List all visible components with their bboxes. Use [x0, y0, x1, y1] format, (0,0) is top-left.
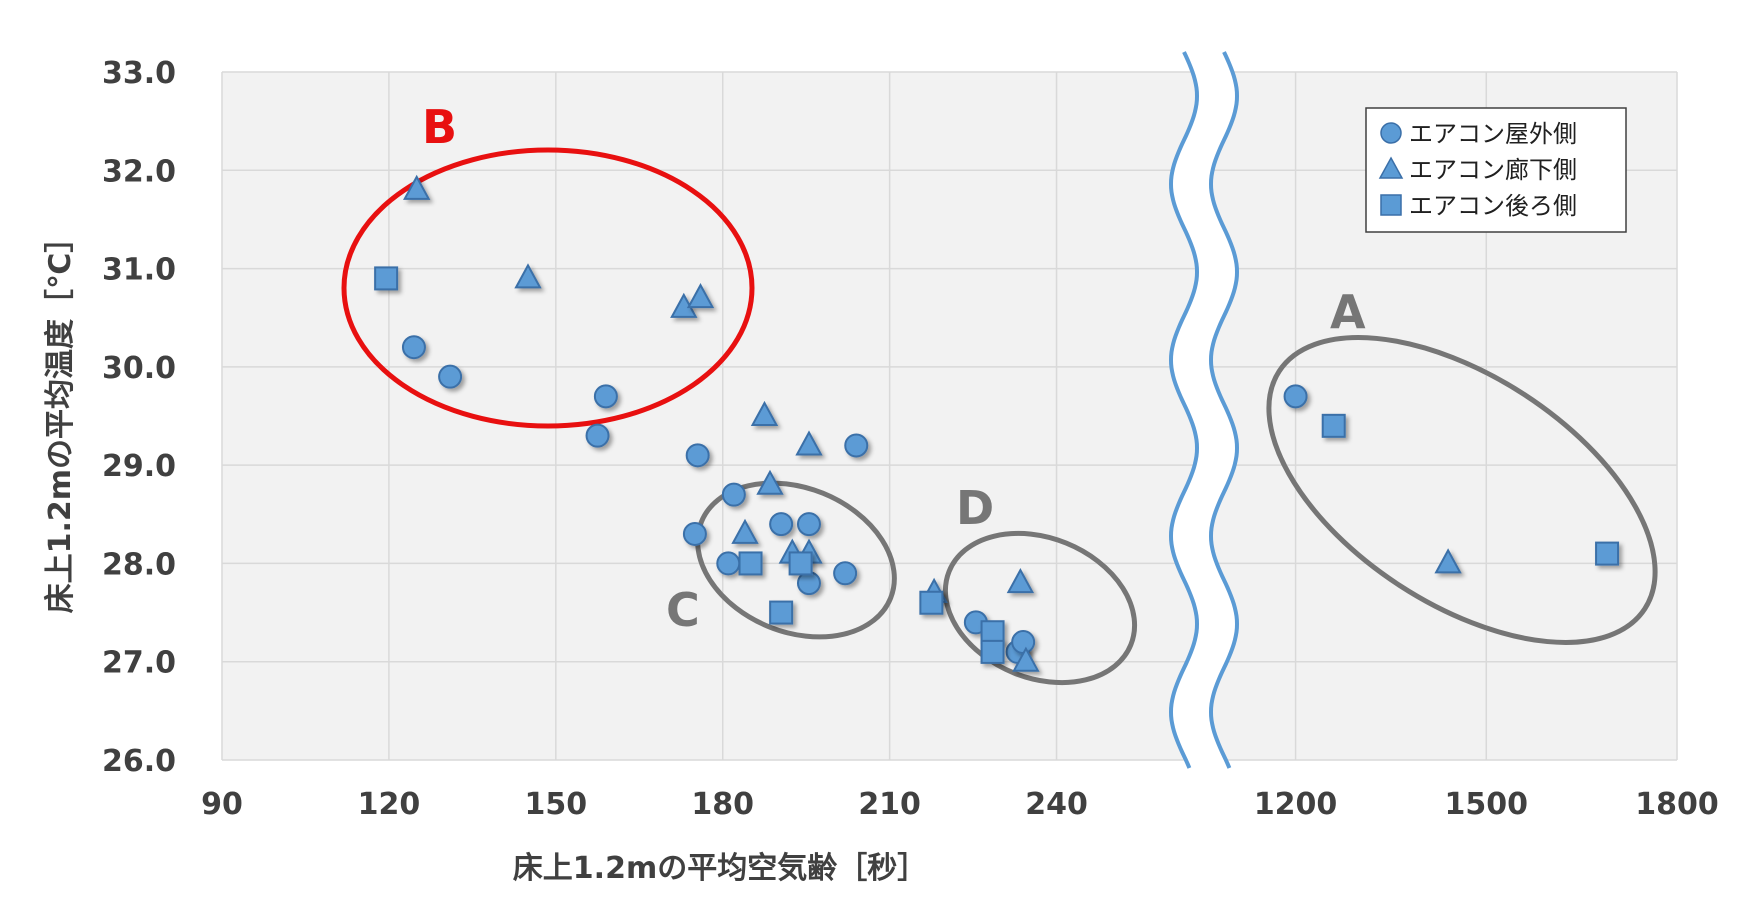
point-triangle — [1006, 568, 1035, 594]
y-tick-label: 30.0 — [102, 351, 176, 386]
point-triangle — [514, 263, 542, 289]
y-tick-label: 27.0 — [102, 646, 176, 681]
point-square — [374, 266, 399, 291]
x-tick-label: 1800 — [1635, 787, 1719, 822]
y-tick-label: 33.0 — [102, 56, 176, 91]
group-d-ellipse — [942, 530, 1138, 686]
point-circle — [438, 364, 463, 389]
y-tick-label: 32.0 — [102, 154, 176, 189]
group-b-ellipse — [341, 147, 755, 429]
legend-square-icon — [1380, 194, 1402, 216]
group-c-ellipse — [695, 480, 897, 640]
axis-break — [1168, 51, 1240, 770]
point-triangle — [750, 400, 779, 426]
legend-box — [1365, 107, 1627, 233]
group-c-label: C — [666, 583, 700, 637]
group-a-label: A — [1330, 285, 1366, 339]
legend-label-back: エアコン後ろ側 — [1409, 192, 1577, 220]
y-tick-label: 28.0 — [102, 547, 176, 582]
data-points — [374, 174, 1620, 672]
grid-lines — [221, 71, 1678, 761]
axis-break-line-right — [1208, 51, 1240, 769]
x-tick-labels: 90 120 150 180 210 240 1200 1500 1800 — [201, 787, 1719, 822]
legend-circle-icon — [1380, 122, 1402, 144]
point-square — [980, 639, 1005, 664]
y-tick-label: 26.0 — [102, 744, 176, 779]
point-triangle — [1012, 646, 1040, 672]
axis-break-line-left — [1168, 51, 1200, 769]
point-triangle — [403, 174, 431, 200]
point-circle — [716, 551, 741, 576]
point-circle — [685, 443, 710, 468]
group-a-ellipse — [1266, 335, 1658, 645]
point-triangle — [731, 518, 759, 544]
legend-triangle-icon — [1378, 156, 1404, 179]
x-tick-label: 90 — [201, 787, 243, 822]
point-circle — [796, 512, 821, 537]
y-tick-label: 29.0 — [102, 449, 176, 484]
legend-label-outdoor: エアコン屋外側 — [1409, 120, 1577, 148]
legend-label-corridor: エアコン廊下側 — [1409, 156, 1577, 184]
point-triangle — [1434, 548, 1462, 574]
x-tick-label: 1500 — [1445, 787, 1529, 822]
x-tick-label: 240 — [1025, 787, 1088, 822]
x-tick-label: 210 — [858, 787, 921, 822]
point-circle — [1011, 630, 1036, 655]
point-triangle — [686, 283, 715, 309]
point-circle — [682, 521, 707, 546]
point-square — [788, 551, 813, 576]
x-tick-label: 180 — [691, 787, 754, 822]
point-triangle — [795, 430, 823, 456]
point-circle — [401, 335, 426, 360]
x-tick-label: 150 — [525, 787, 588, 822]
group-b-label: B — [422, 100, 457, 154]
x-tick-label: 120 — [358, 787, 421, 822]
point-square — [738, 551, 763, 576]
y-tick-labels: 26.0 27.0 28.0 29.0 30.0 31.0 32.0 33.0 — [102, 56, 176, 779]
x-tick-label: 1200 — [1254, 787, 1338, 822]
point-circle — [769, 512, 794, 537]
group-d-label: D — [956, 481, 994, 535]
point-circle — [593, 384, 618, 409]
point-circle — [844, 433, 869, 458]
legend: エアコン屋外側 エアコン廊下側 エアコン後ろ側 — [1365, 107, 1627, 233]
point-triangle — [756, 469, 784, 495]
point-circle — [721, 482, 746, 507]
point-square — [919, 590, 944, 615]
point-square — [1595, 541, 1620, 566]
point-circle — [833, 561, 858, 586]
y-axis-title: 床上1.2mの平均温度［℃］ — [43, 223, 78, 614]
y-tick-label: 31.0 — [102, 253, 176, 288]
x-axis-title: 床上1.2mの平均空気齢［秒］ — [513, 851, 927, 886]
point-square — [769, 600, 794, 625]
point-square — [1321, 413, 1346, 438]
point-circle — [585, 423, 610, 448]
point-circle — [1283, 384, 1308, 409]
